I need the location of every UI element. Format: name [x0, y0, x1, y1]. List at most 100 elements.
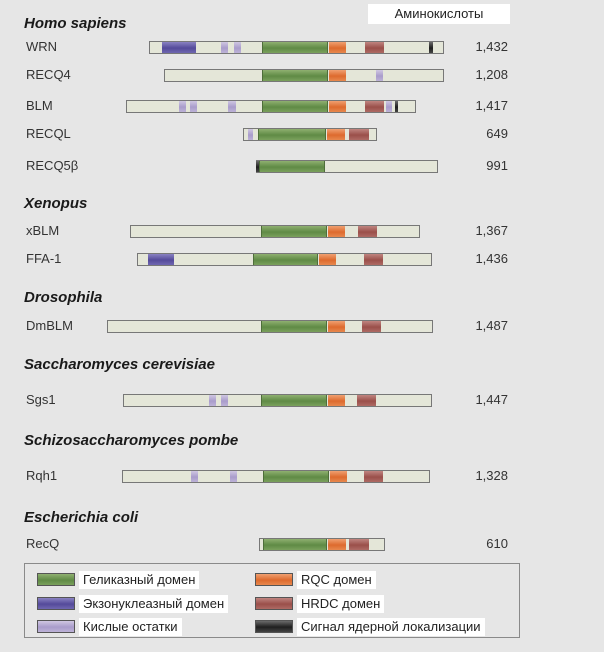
species-xenopus: Xenopus: [24, 195, 88, 212]
heli-domain: [253, 254, 318, 265]
legend-swatch-heli: [37, 573, 75, 586]
protein-name: RecQ: [26, 536, 60, 551]
heli-domain: [262, 70, 328, 81]
exo-domain: [162, 42, 196, 53]
species-schizosaccharomyces-pombe: Schizosaccharomyces pombe: [24, 432, 239, 449]
heli-domain: [262, 42, 328, 53]
heli-domain: [263, 471, 329, 482]
acid-domain: [179, 101, 186, 112]
hrdc-domain: [358, 226, 377, 237]
hrdc-domain: [349, 129, 369, 140]
legend-swatch-exo: [37, 597, 75, 610]
acid-domain: [221, 42, 228, 53]
acid-domain: [228, 101, 236, 112]
species-saccharomyces-cerevisiae: Saccharomyces cerevisiae: [24, 356, 215, 373]
heli-domain: [261, 321, 327, 332]
legend-label: Кислые остатки: [79, 618, 182, 636]
protein-bar-blm: [126, 100, 416, 113]
protein-name: RECQ5β: [26, 158, 79, 173]
rqc-domain: [329, 101, 346, 112]
acid-domain: [376, 70, 383, 81]
heli-domain: [262, 101, 328, 112]
acid-domain: [191, 471, 198, 482]
hrdc-domain: [364, 471, 383, 482]
legend-swatch-rqc: [255, 573, 293, 586]
legend-item-hrdc: HRDC домен: [255, 595, 515, 613]
legend-item-nls: Сигнал ядерной локализации: [255, 618, 515, 636]
heli-domain: [261, 395, 327, 406]
rqc-domain: [328, 395, 345, 406]
protein-bar-xblm: [130, 225, 420, 238]
protein-length: 649: [486, 126, 508, 141]
hrdc-domain: [365, 42, 384, 53]
legend-label: Экзонуклеазный домен: [79, 595, 229, 613]
protein-bar-rqh1: [122, 470, 430, 483]
legend-item-heli: Геликазный домен: [37, 571, 247, 589]
legend-item-rqc: RQC домен: [255, 571, 515, 589]
acid-domain: [221, 395, 228, 406]
nls-domain: [256, 161, 259, 172]
exo-domain: [148, 254, 174, 265]
protein-length: 1,328: [475, 468, 508, 483]
hrdc-domain: [357, 395, 376, 406]
protein-name: Rqh1: [26, 468, 58, 483]
hrdc-domain: [362, 321, 381, 332]
protein-name: RECQ4: [26, 67, 71, 82]
legend-item-exo: Экзонуклеазный домен: [37, 595, 247, 613]
rqc-domain: [329, 70, 346, 81]
protein-bar-recq: [259, 538, 385, 551]
rqc-domain: [329, 42, 346, 53]
protein-name: WRN: [26, 39, 58, 54]
amino-acids-header: Аминокислоты: [368, 4, 510, 24]
protein-bar-recql: [243, 128, 377, 141]
species-drosophila: Drosophila: [24, 289, 103, 306]
hrdc-domain: [365, 101, 384, 112]
acid-domain: [209, 395, 216, 406]
legend-label: Геликазный домен: [79, 571, 200, 589]
protein-bar-sgs1: [123, 394, 432, 407]
protein-length: 610: [486, 536, 508, 551]
rqc-domain: [330, 471, 347, 482]
protein-length: 1,432: [475, 39, 508, 54]
species-escherichia-coli: Escherichia coli: [24, 509, 139, 526]
protein-name: FFA-1: [26, 251, 62, 266]
legend-label: RQC домен: [297, 571, 376, 589]
acid-domain: [386, 101, 392, 112]
legend-swatch-nls: [255, 620, 293, 633]
protein-name: DmBLM: [26, 318, 73, 333]
heli-domain: [259, 161, 325, 172]
nls-domain: [395, 101, 398, 112]
acid-domain: [248, 129, 253, 140]
rqc-domain: [327, 129, 345, 140]
protein-length: 1,367: [475, 223, 508, 238]
nls-domain: [429, 42, 433, 53]
protein-name: Sgs1: [26, 392, 56, 407]
rqc-domain: [328, 226, 345, 237]
protein-bar-recq5: [256, 160, 438, 173]
heli-domain: [263, 539, 327, 550]
protein-bar-wrn: [149, 41, 444, 54]
acid-domain: [234, 42, 241, 53]
hrdc-domain: [364, 254, 383, 265]
species-homo-sapiens: Homo sapiens: [24, 15, 127, 32]
protein-bar-recq4: [164, 69, 444, 82]
protein-length: 1,447: [475, 392, 508, 407]
legend-label: HRDC домен: [297, 595, 385, 613]
acid-domain: [230, 471, 237, 482]
protein-bar-ffa-1: [137, 253, 432, 266]
protein-length: 1,487: [475, 318, 508, 333]
legend-item-acid: Кислые остатки: [37, 618, 247, 636]
acid-domain: [190, 101, 197, 112]
legend-swatch-hrdc: [255, 597, 293, 610]
rqc-domain: [319, 254, 336, 265]
protein-name: xBLM: [26, 223, 60, 238]
legend: Геликазный домен Экзонуклеазный домен Кисл…: [24, 563, 520, 638]
heli-domain: [261, 226, 327, 237]
protein-bar-dmblm: [107, 320, 433, 333]
legend-swatch-acid: [37, 620, 75, 633]
protein-length: 1,436: [475, 251, 508, 266]
protein-name: RECQL: [26, 126, 71, 141]
protein-name: BLM: [26, 98, 53, 113]
protein-length: 991: [486, 158, 508, 173]
hrdc-domain: [349, 539, 369, 550]
